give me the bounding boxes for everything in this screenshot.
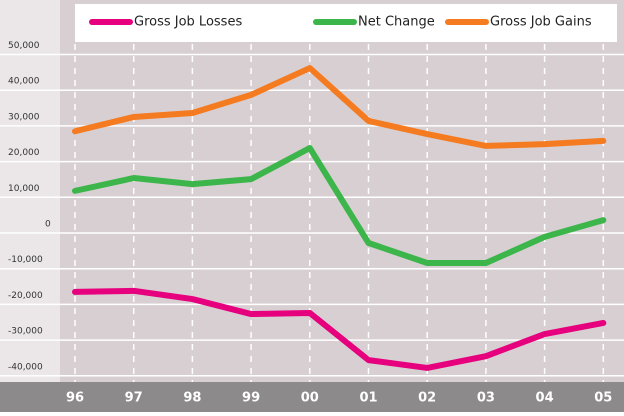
x-tick-label: 96: [66, 391, 84, 406]
series-line: [72, 145, 607, 266]
y-tick-label: -20,000: [8, 291, 43, 301]
legend-label: Net Change: [358, 15, 435, 30]
x-tick-label: 03: [477, 391, 495, 406]
y-tick-label: -40,000: [8, 362, 43, 372]
legend-label: Gross Job Losses: [134, 15, 242, 30]
x-tick-label: 05: [594, 391, 612, 406]
y-tick-label: -30,000: [8, 327, 43, 337]
x-tick-label: 99: [242, 391, 260, 406]
legend-label: Gross Job Gains: [490, 15, 592, 30]
y-tick-label: 30,000: [8, 112, 40, 122]
x-tick-label: 00: [301, 391, 319, 406]
y-tick-label: 50,000: [8, 41, 40, 51]
x-axis-band: [0, 382, 624, 412]
y-tick-label: 40,000: [8, 77, 40, 87]
x-tick-label: 97: [125, 391, 143, 406]
series-line: [72, 65, 607, 149]
y-tick-label: 10,000: [8, 184, 40, 194]
y-tick-label: 0: [45, 220, 51, 230]
y-tick-label: 20,000: [8, 148, 40, 158]
x-tick-label: 02: [418, 391, 436, 406]
x-tick-label: 98: [183, 391, 201, 406]
plot-area: [60, 0, 624, 382]
x-tick-label: 04: [536, 391, 554, 406]
y-tick-label: -10,000: [8, 255, 43, 265]
x-tick-label: 01: [359, 391, 377, 406]
series-line: [72, 287, 607, 371]
